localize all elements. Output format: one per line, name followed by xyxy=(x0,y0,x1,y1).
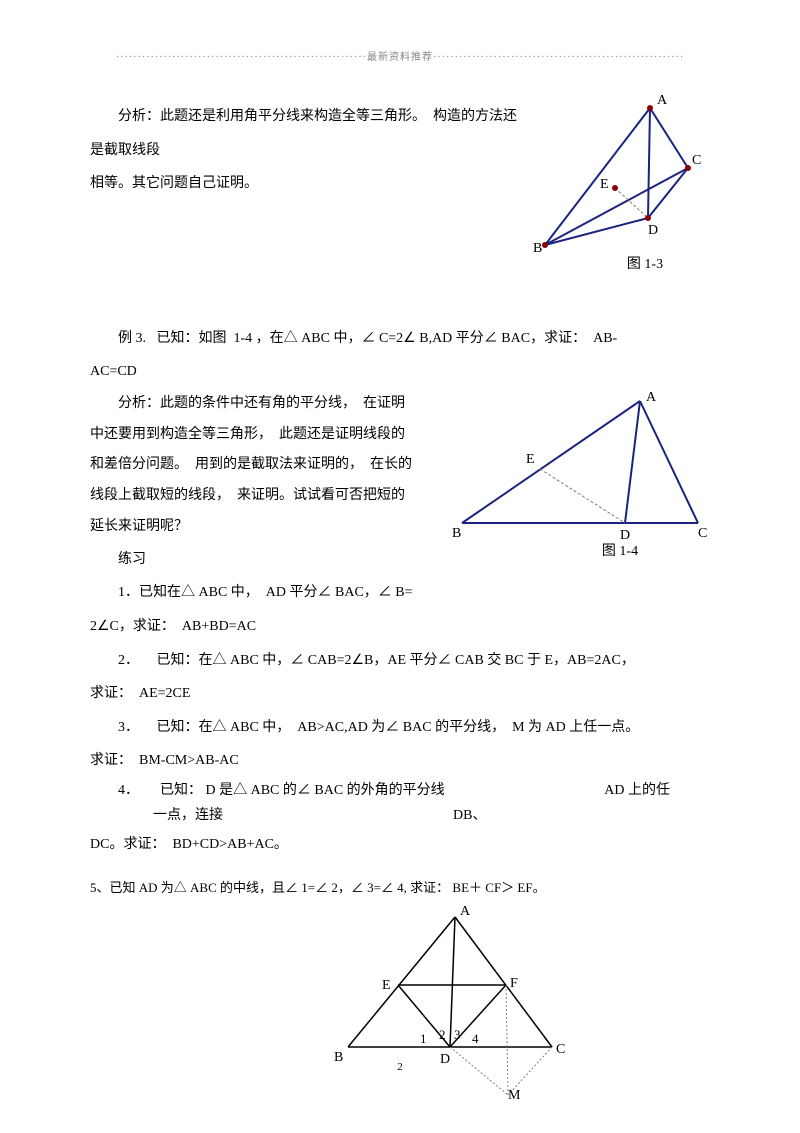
ex4-p6: DB、 xyxy=(353,803,710,828)
fig1-label-c: C xyxy=(692,153,701,168)
ex3n-p3: AB>AC,AD 为∠ BAC 的平分线， xyxy=(297,720,505,735)
a2-p7: 在长的 xyxy=(370,457,412,472)
ex3n-p6: BM-CM>AB-AC xyxy=(139,753,239,768)
ex3n-p2: 已知：在△ ABC 中， xyxy=(157,720,291,735)
fig1-label-a: A xyxy=(657,93,668,108)
ex3n-p1: 3． xyxy=(118,720,139,735)
ex3-p1: 已知：如图 xyxy=(157,331,227,346)
a2-p4: 此题还是证明线段的 xyxy=(279,427,405,442)
fig2-label-b: B xyxy=(452,526,461,541)
a2-p9: 来证明。试试看可否把短的 xyxy=(237,488,405,503)
fig2-caption: 图 1-4 xyxy=(450,535,710,569)
exercise-1: 1．已知在△ ABC 中， AD 平分∠ BAC，∠ B= xyxy=(90,576,710,610)
exercise-2-cont: 求证： AE=2CE xyxy=(90,677,710,711)
a2-p2: 在证明 xyxy=(363,396,405,411)
exercise-4-cont: DC。求证： BD+CD>AB+AC。 xyxy=(90,828,710,862)
ex3-num: 例 3. xyxy=(118,331,146,346)
a2-p1: 分析：此题的条件中还有角的平分线， xyxy=(118,396,356,411)
ex4-p7: DC。求证： xyxy=(90,837,165,852)
fig1-caption: 图 1-3 xyxy=(530,248,710,282)
a2-p6: 用到的是截取法来证明的， xyxy=(195,457,363,472)
fig3-a: A xyxy=(460,904,471,919)
analysis1-part1: 分析：此题还是利用角平分线来构造全等三角形。 xyxy=(118,109,426,124)
figure-1-4: A B C D E 图 1-4 xyxy=(450,383,710,569)
a2-p8: 线段上截取短的线段， xyxy=(90,488,230,503)
ex4-p5: 一点，连接 xyxy=(153,803,353,828)
fig3-c: C xyxy=(556,1042,565,1057)
fig3-n4: 4 xyxy=(472,1031,479,1046)
example-3: 例 3. 已知：如图 1-4 ，在△ ABC 中，∠ C=2∠ B,AD 平分∠… xyxy=(90,322,710,356)
exercise-3: 3． 已知：在△ ABC 中， AB>AC,AD 为∠ BAC 的平分线， M … xyxy=(90,711,710,745)
fig3-n1: 1 xyxy=(420,1031,427,1046)
fig3-n3: 3 xyxy=(454,1027,461,1042)
exercise-2: 2． 已知：在△ ABC 中，∠ CAB=2∠B，AE 平分∠ CAB 交 BC… xyxy=(90,644,710,678)
ex4-p3: D 是△ ABC 的∠ BAC 的外角的平分线 xyxy=(206,783,445,798)
fig2-label-a: A xyxy=(646,390,657,405)
exercise-4-l2: 一点，连接 DB、 xyxy=(90,803,710,828)
ex3-p2: 1-4 ，在△ ABC 中，∠ C=2∠ B,AD 平分∠ BAC，求证： xyxy=(234,331,587,346)
exercise-4-l1: 4． 已知： D 是△ ABC 的∠ BAC 的外角的平分线 AD 上的任 xyxy=(90,778,710,803)
ex3n-p5: 求证： xyxy=(90,753,132,768)
ex4-p8: BD+CD>AB+AC。 xyxy=(172,837,287,852)
ex4-p4: AD 上的任 xyxy=(460,778,710,803)
figure-1-3: A B C D E 图 1-3 xyxy=(530,90,710,282)
a2-p10: 延长来证明呢？ xyxy=(90,519,188,534)
exercise-3-cont: 求证： BM-CM>AB-AC xyxy=(90,744,710,778)
ex4-p2: 已知： xyxy=(160,783,202,798)
header-text: 最新资料推荐 xyxy=(367,52,433,63)
ex2-p2: 已知：在△ ABC 中，∠ CAB=2∠B，AE 平分∠ CAB 交 BC 于 … xyxy=(157,653,635,668)
fig2-label-e: E xyxy=(526,452,535,467)
ex2-p1: 2． xyxy=(118,653,139,668)
figure-1-3-svg: A B C D E xyxy=(530,90,710,260)
ex3-p3: AB- xyxy=(593,331,617,346)
ex4-p1: 4． xyxy=(118,778,139,803)
analysis1-part3: 相等。其它问题自己证明。 xyxy=(90,176,258,191)
fig1-label-b: B xyxy=(533,241,542,256)
page-header: ········································… xyxy=(80,48,720,63)
fig3-n2: 2 xyxy=(439,1027,446,1042)
ex1-p4: AB+BD=AC xyxy=(182,619,256,634)
ex5-p2: BE＋ CF＞ EF。 xyxy=(452,880,545,895)
fig3-e: E xyxy=(382,978,391,993)
a2-p5: 和差倍分问题。 xyxy=(90,457,188,472)
ex1-p1: 1．已知在△ ABC 中， xyxy=(118,585,259,600)
fig1-label-d: D xyxy=(648,223,658,238)
figure-1-4-svg: A B C D E xyxy=(450,383,710,543)
fig1-label-e: E xyxy=(600,177,609,192)
ex1-p2: AD 平分∠ BAC，∠ B= xyxy=(266,585,413,600)
a2-p3: 中还要用到构造全等三角形， xyxy=(90,427,272,442)
fig3-f: F xyxy=(510,976,518,991)
fig3-m: M xyxy=(508,1088,521,1099)
ex5-p1: 5、已知 AD 为△ ABC 的中线，且∠ 1=∠ 2，∠ 3=∠ 4, 求证： xyxy=(90,880,449,895)
ex2-p3: 求证： xyxy=(90,686,132,701)
ex3n-p4: M 为 AD 上任一点。 xyxy=(512,720,639,735)
ex3-p4: AC=CD xyxy=(90,364,137,379)
ex1-p3: 2∠C，求证： xyxy=(90,619,175,634)
exercise-1-cont: 2∠C，求证： AB+BD=AC xyxy=(90,610,710,644)
page-number: 2 xyxy=(0,1061,800,1073)
fig2-label-c: C xyxy=(698,526,707,541)
ex2-p4: AE=2CE xyxy=(139,686,190,701)
page-content: A B C D E 图 1-3 分析：此题还是利用角平分线来构造全等三角形。 构… xyxy=(90,100,710,1099)
